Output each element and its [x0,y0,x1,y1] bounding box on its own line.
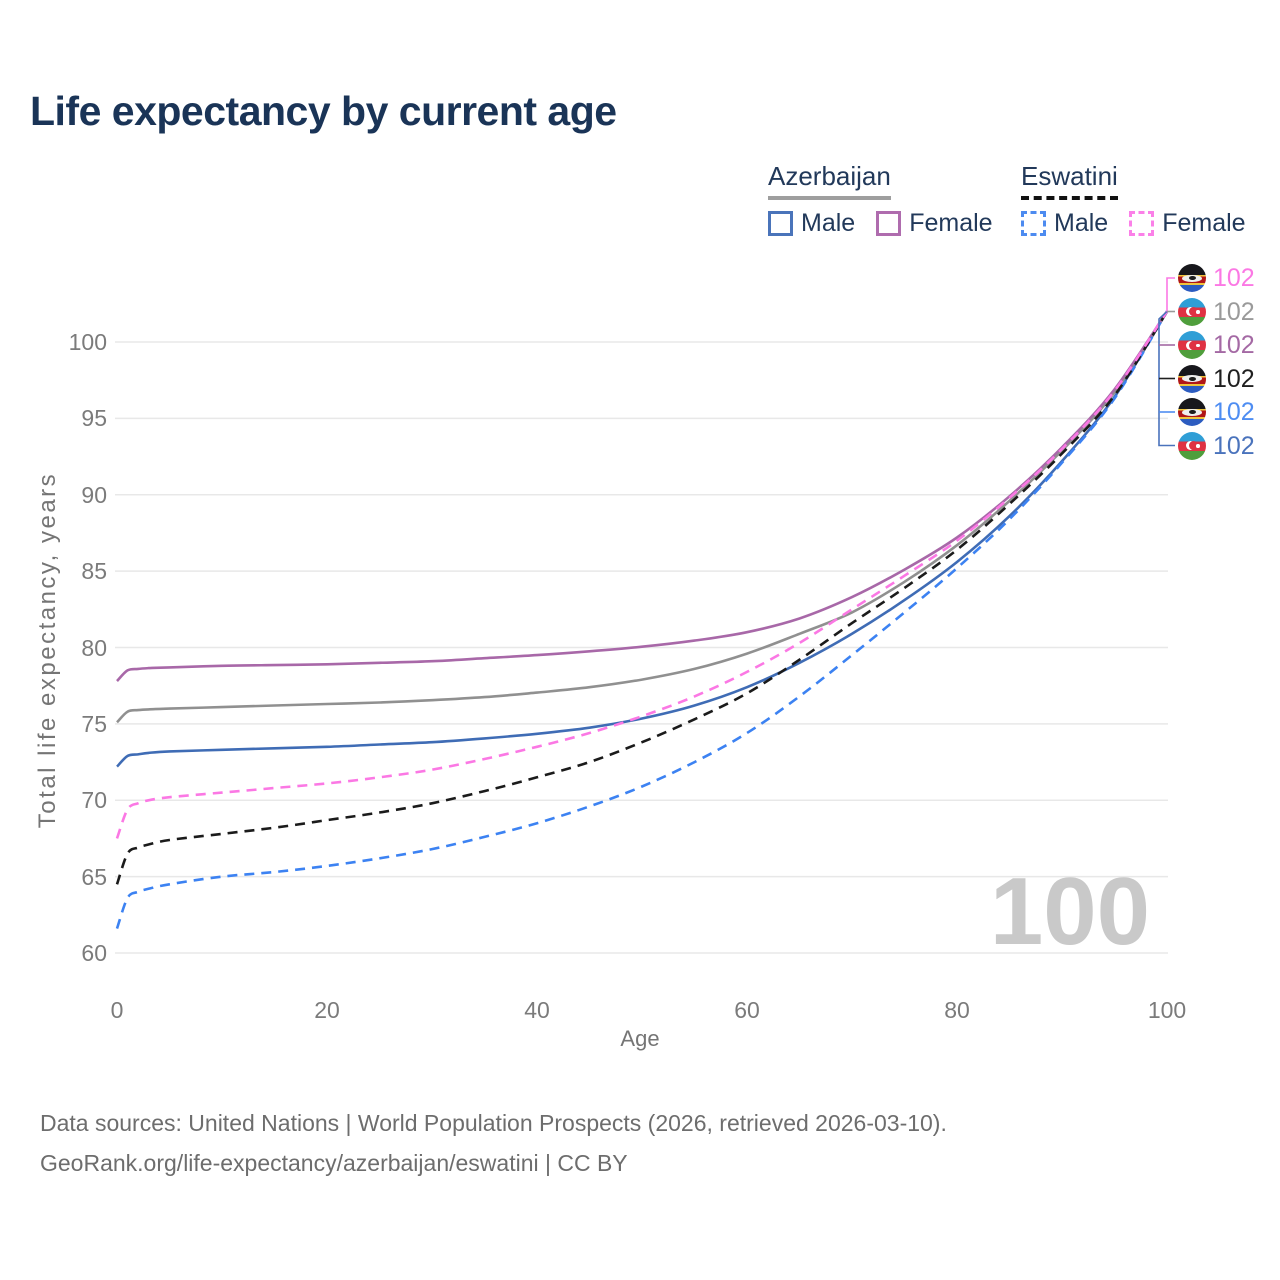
legend-swatch-azerbaijan-male [768,210,793,236]
y-tick-label-85: 85 [81,558,107,585]
y-tick-label-100: 100 [68,329,107,355]
data-source-text: Data sources: United Nations | World Pop… [40,1110,947,1136]
attribution-text: GeoRank.org/life-expectancy/azerbaijan/e… [40,1150,628,1176]
end-label-value: 102 [1213,264,1255,292]
x-tick-label-60: 60 [734,997,760,1023]
azerbaijan-flag-icon [1178,297,1206,326]
end-label-value: 102 [1213,297,1255,326]
x-tick-label-100: 100 [1147,997,1187,1023]
series-line-eswatini-female[interactable] [115,310,1169,839]
y-tick-label-60: 60 [81,940,107,966]
azerbaijan-flag-icon [1178,331,1206,359]
series-line-eswatini-male[interactable] [115,310,1169,930]
end-label-eswatini-3[interactable]: 102 [1178,364,1255,393]
y-tick-label-65: 65 [81,863,107,890]
series-line-azerbaijan-female[interactable] [116,310,1169,683]
legend-swatch-eswatini-male [1021,210,1046,236]
legend-label-eswatini-male: Male [1054,208,1109,237]
age-counter-watermark: 100 [989,858,1150,965]
legend-item-azerbaijan-female[interactable]: Female [876,208,993,238]
legend-group-eswatini: Eswatini Male Female [1021,162,1246,238]
eswatini-flag-icon [1178,398,1206,426]
end-label-eswatini-4[interactable]: 102 [1178,398,1255,426]
legend-item-azerbaijan-male[interactable]: Male [768,209,855,238]
series-line-eswatini-all[interactable] [115,310,1169,885]
legend-label-eswatini-female: Female [1162,208,1246,237]
end-label-eswatini-0[interactable]: 102 [1178,264,1255,292]
end-label-azerbaijan-2[interactable]: 102 [1178,331,1255,359]
y-tick-label-95: 95 [81,405,107,432]
end-label-value: 102 [1213,364,1255,393]
x-axis-title: Age [620,1026,660,1051]
eswatini-flag-icon [1178,264,1206,292]
end-label-value: 102 [1213,398,1255,426]
legend-swatch-azerbaijan-female [876,210,902,236]
page-title: Life expectancy by current age [30,88,617,134]
x-tick-label-20: 20 [314,997,340,1023]
leader-lines [1158,277,1175,447]
legend-swatch-eswatini-female [1129,210,1155,236]
gridlines [115,341,1168,954]
y-tick-label-80: 80 [81,634,107,661]
end-label-azerbaijan-1[interactable]: 102 [1178,297,1255,326]
series-lines [115,310,1169,930]
legend-country-eswatini[interactable]: Eswatini [1021,162,1118,200]
legend-label-azerbaijan-male: Male [801,208,856,237]
end-label-azerbaijan-5[interactable]: 102 [1178,431,1255,460]
leader-line [1166,277,1175,312]
y-tick-label-90: 90 [81,481,107,508]
series-line-azerbaijan-male[interactable] [116,310,1169,768]
x-tick-label-40: 40 [524,997,550,1023]
legend-country-azerbaijan[interactable]: Azerbaijan [768,162,891,200]
end-label-value: 102 [1213,431,1255,460]
y-tick-label-70: 70 [81,787,107,814]
legend-group-azerbaijan: Azerbaijan Male Female [768,162,993,238]
eswatini-flag-icon [1178,364,1206,393]
legend-item-eswatini-male[interactable]: Male [1021,209,1108,238]
series-line-azerbaijan-all[interactable] [116,310,1169,724]
legend-label-azerbaijan-female: Female [909,208,993,237]
end-label-value: 102 [1213,331,1255,359]
leader-line [1158,310,1175,447]
y-tick-label-75: 75 [81,710,107,737]
azerbaijan-flag-icon [1178,431,1206,460]
x-tick-label-80: 80 [944,997,970,1023]
legend-item-eswatini-female[interactable]: Female [1129,208,1246,238]
x-tick-label-0: 0 [110,997,124,1023]
